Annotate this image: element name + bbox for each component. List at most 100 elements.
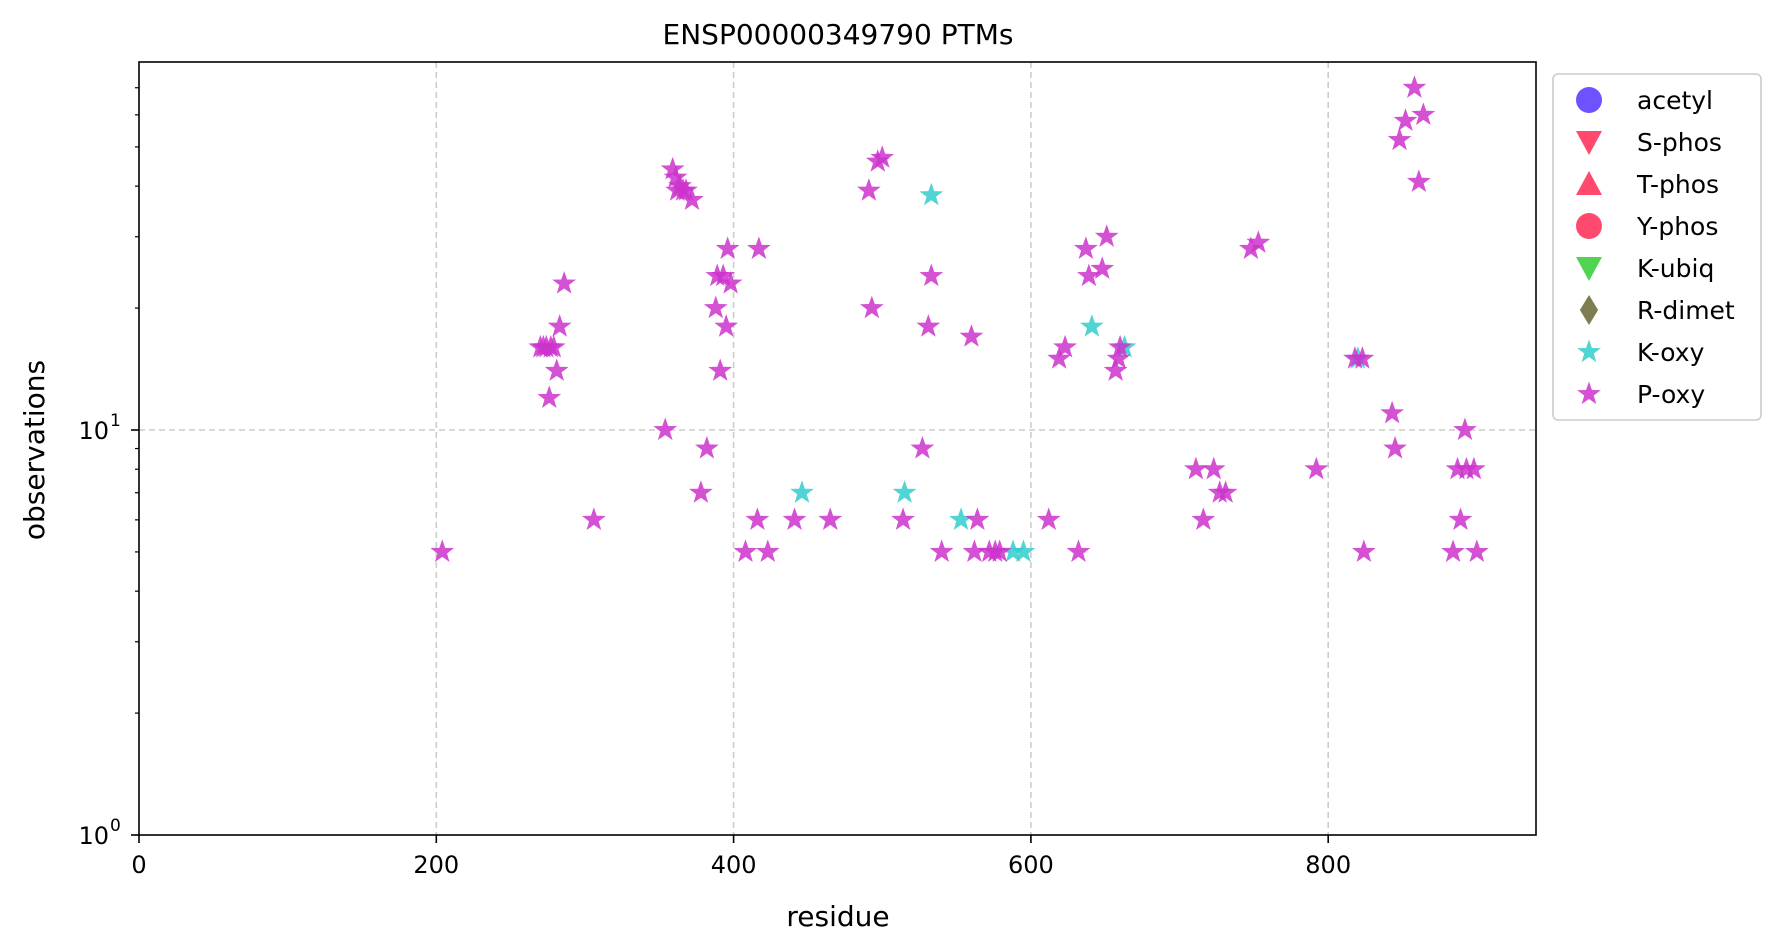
grid — [139, 62, 1536, 835]
legend-marker-p-oxy — [1577, 381, 1601, 405]
data-point-p-oxy — [1393, 108, 1418, 131]
y-tick-label: 10 — [78, 822, 109, 850]
data-point-p-oxy — [1350, 346, 1375, 369]
data-point-k-oxy — [892, 480, 917, 503]
x-tick-label: 200 — [413, 851, 459, 879]
legend-marker-k-ubiq — [1576, 256, 1602, 281]
legend-label: T-phos — [1636, 170, 1719, 199]
data-point-p-oxy — [916, 314, 941, 337]
data-point-p-oxy — [919, 263, 944, 287]
legend-marker-y-phos — [1576, 213, 1602, 239]
data-point-p-oxy — [653, 417, 678, 441]
legend-marker-acetyl — [1576, 87, 1602, 113]
data-point-k-oxy — [1001, 539, 1025, 563]
data-point-p-oxy — [430, 539, 455, 563]
legend-label: R-dimet — [1637, 296, 1735, 325]
x-tick-label: 400 — [711, 851, 757, 879]
data-point-p-oxy — [1387, 127, 1412, 151]
data-point-p-oxy — [663, 165, 688, 188]
data-point-p-oxy — [694, 436, 719, 459]
data-point-p-oxy — [859, 295, 884, 319]
data-point-p-oxy — [910, 436, 935, 459]
legend-marker-r-dimet — [1579, 295, 1599, 325]
data-point-p-oxy — [745, 507, 770, 530]
data-point-p-oxy — [1441, 539, 1465, 563]
data-point-p-oxy — [1461, 456, 1486, 480]
data-point-p-oxy — [870, 145, 895, 168]
legend-label: K-oxy — [1637, 338, 1705, 367]
legend-marker-k-oxy — [1577, 339, 1601, 363]
data-points — [430, 75, 1489, 563]
legend-label: acetyl — [1637, 86, 1713, 115]
data-point-p-oxy — [581, 507, 606, 530]
chart-title: ENSP00000349790 PTMs — [663, 18, 1014, 51]
data-point-p-oxy — [1406, 169, 1431, 192]
data-point-k-oxy — [949, 507, 973, 530]
legend-label: Y-phos — [1636, 212, 1718, 241]
legend-label: S-phos — [1637, 128, 1722, 157]
data-point-p-oxy — [755, 539, 780, 563]
data-point-p-oxy — [987, 539, 1012, 563]
x-tick-label: 800 — [1305, 851, 1351, 879]
data-point-p-oxy — [674, 178, 698, 201]
data-point-p-oxy — [1184, 456, 1208, 480]
data-point-p-oxy — [680, 187, 704, 210]
data-point-p-oxy — [552, 271, 577, 294]
data-point-p-oxy — [718, 271, 743, 294]
data-point-p-oxy — [1201, 456, 1226, 480]
y-tick-label-exponent: 1 — [110, 411, 121, 431]
legend-marker-s-phos — [1576, 130, 1602, 155]
x-tick-label: 600 — [1008, 851, 1054, 879]
y-axis-label: observations — [18, 360, 51, 540]
data-point-p-oxy — [1053, 334, 1077, 358]
data-point-p-oxy — [1351, 539, 1376, 563]
data-point-p-oxy — [1106, 346, 1131, 369]
x-tick-label: 0 — [131, 851, 146, 879]
data-point-p-oxy — [1448, 507, 1473, 530]
data-point-p-oxy — [689, 480, 713, 503]
data-point-p-oxy — [1411, 102, 1436, 125]
data-point-p-oxy — [1094, 224, 1119, 247]
legend-label: K-ubiq — [1637, 254, 1714, 283]
data-point-p-oxy — [1464, 539, 1489, 563]
data-point-p-oxy — [1304, 456, 1329, 480]
data-point-p-oxy — [1445, 456, 1470, 480]
data-point-p-oxy — [929, 539, 954, 563]
data-point-p-oxy — [711, 263, 736, 287]
data-point-p-oxy — [1108, 334, 1132, 358]
data-point-p-oxy — [537, 385, 562, 409]
data-point-p-oxy — [1402, 75, 1427, 98]
x-axis-label: residue — [786, 900, 889, 933]
data-point-p-oxy — [1047, 346, 1072, 369]
legend: acetyl S-phos T-phos Y-phos K-ubiq R-dimet K-o… — [1552, 73, 1762, 421]
data-point-p-oxy — [547, 314, 572, 337]
data-point-p-oxy — [962, 539, 987, 563]
data-point-p-oxy — [782, 507, 807, 530]
data-point-p-oxy — [891, 507, 915, 530]
data-point-p-oxy — [1191, 507, 1216, 530]
data-point-p-oxy — [1213, 480, 1238, 503]
data-point-p-oxy — [668, 173, 692, 197]
data-point-p-oxy — [715, 236, 740, 260]
data-point-p-oxy — [544, 358, 569, 381]
data-point-p-oxy — [1246, 230, 1271, 253]
data-point-p-oxy — [1239, 236, 1263, 260]
legend-frame — [1552, 73, 1762, 421]
data-point-p-oxy — [959, 324, 984, 347]
data-point-p-oxy — [1090, 256, 1115, 279]
data-point-p-oxy — [708, 358, 733, 381]
data-point-k-oxy — [1079, 314, 1104, 337]
data-point-p-oxy — [1036, 507, 1061, 530]
data-point-p-oxy — [965, 507, 990, 530]
data-point-p-oxy — [703, 295, 728, 319]
data-point-p-oxy — [1066, 539, 1091, 563]
data-point-p-oxy — [541, 334, 566, 358]
data-point-p-oxy — [1076, 263, 1101, 287]
data-point-k-oxy — [790, 480, 814, 503]
data-point-k-oxy — [1011, 539, 1036, 563]
data-point-p-oxy — [1383, 436, 1407, 459]
data-point-p-oxy — [660, 156, 685, 180]
